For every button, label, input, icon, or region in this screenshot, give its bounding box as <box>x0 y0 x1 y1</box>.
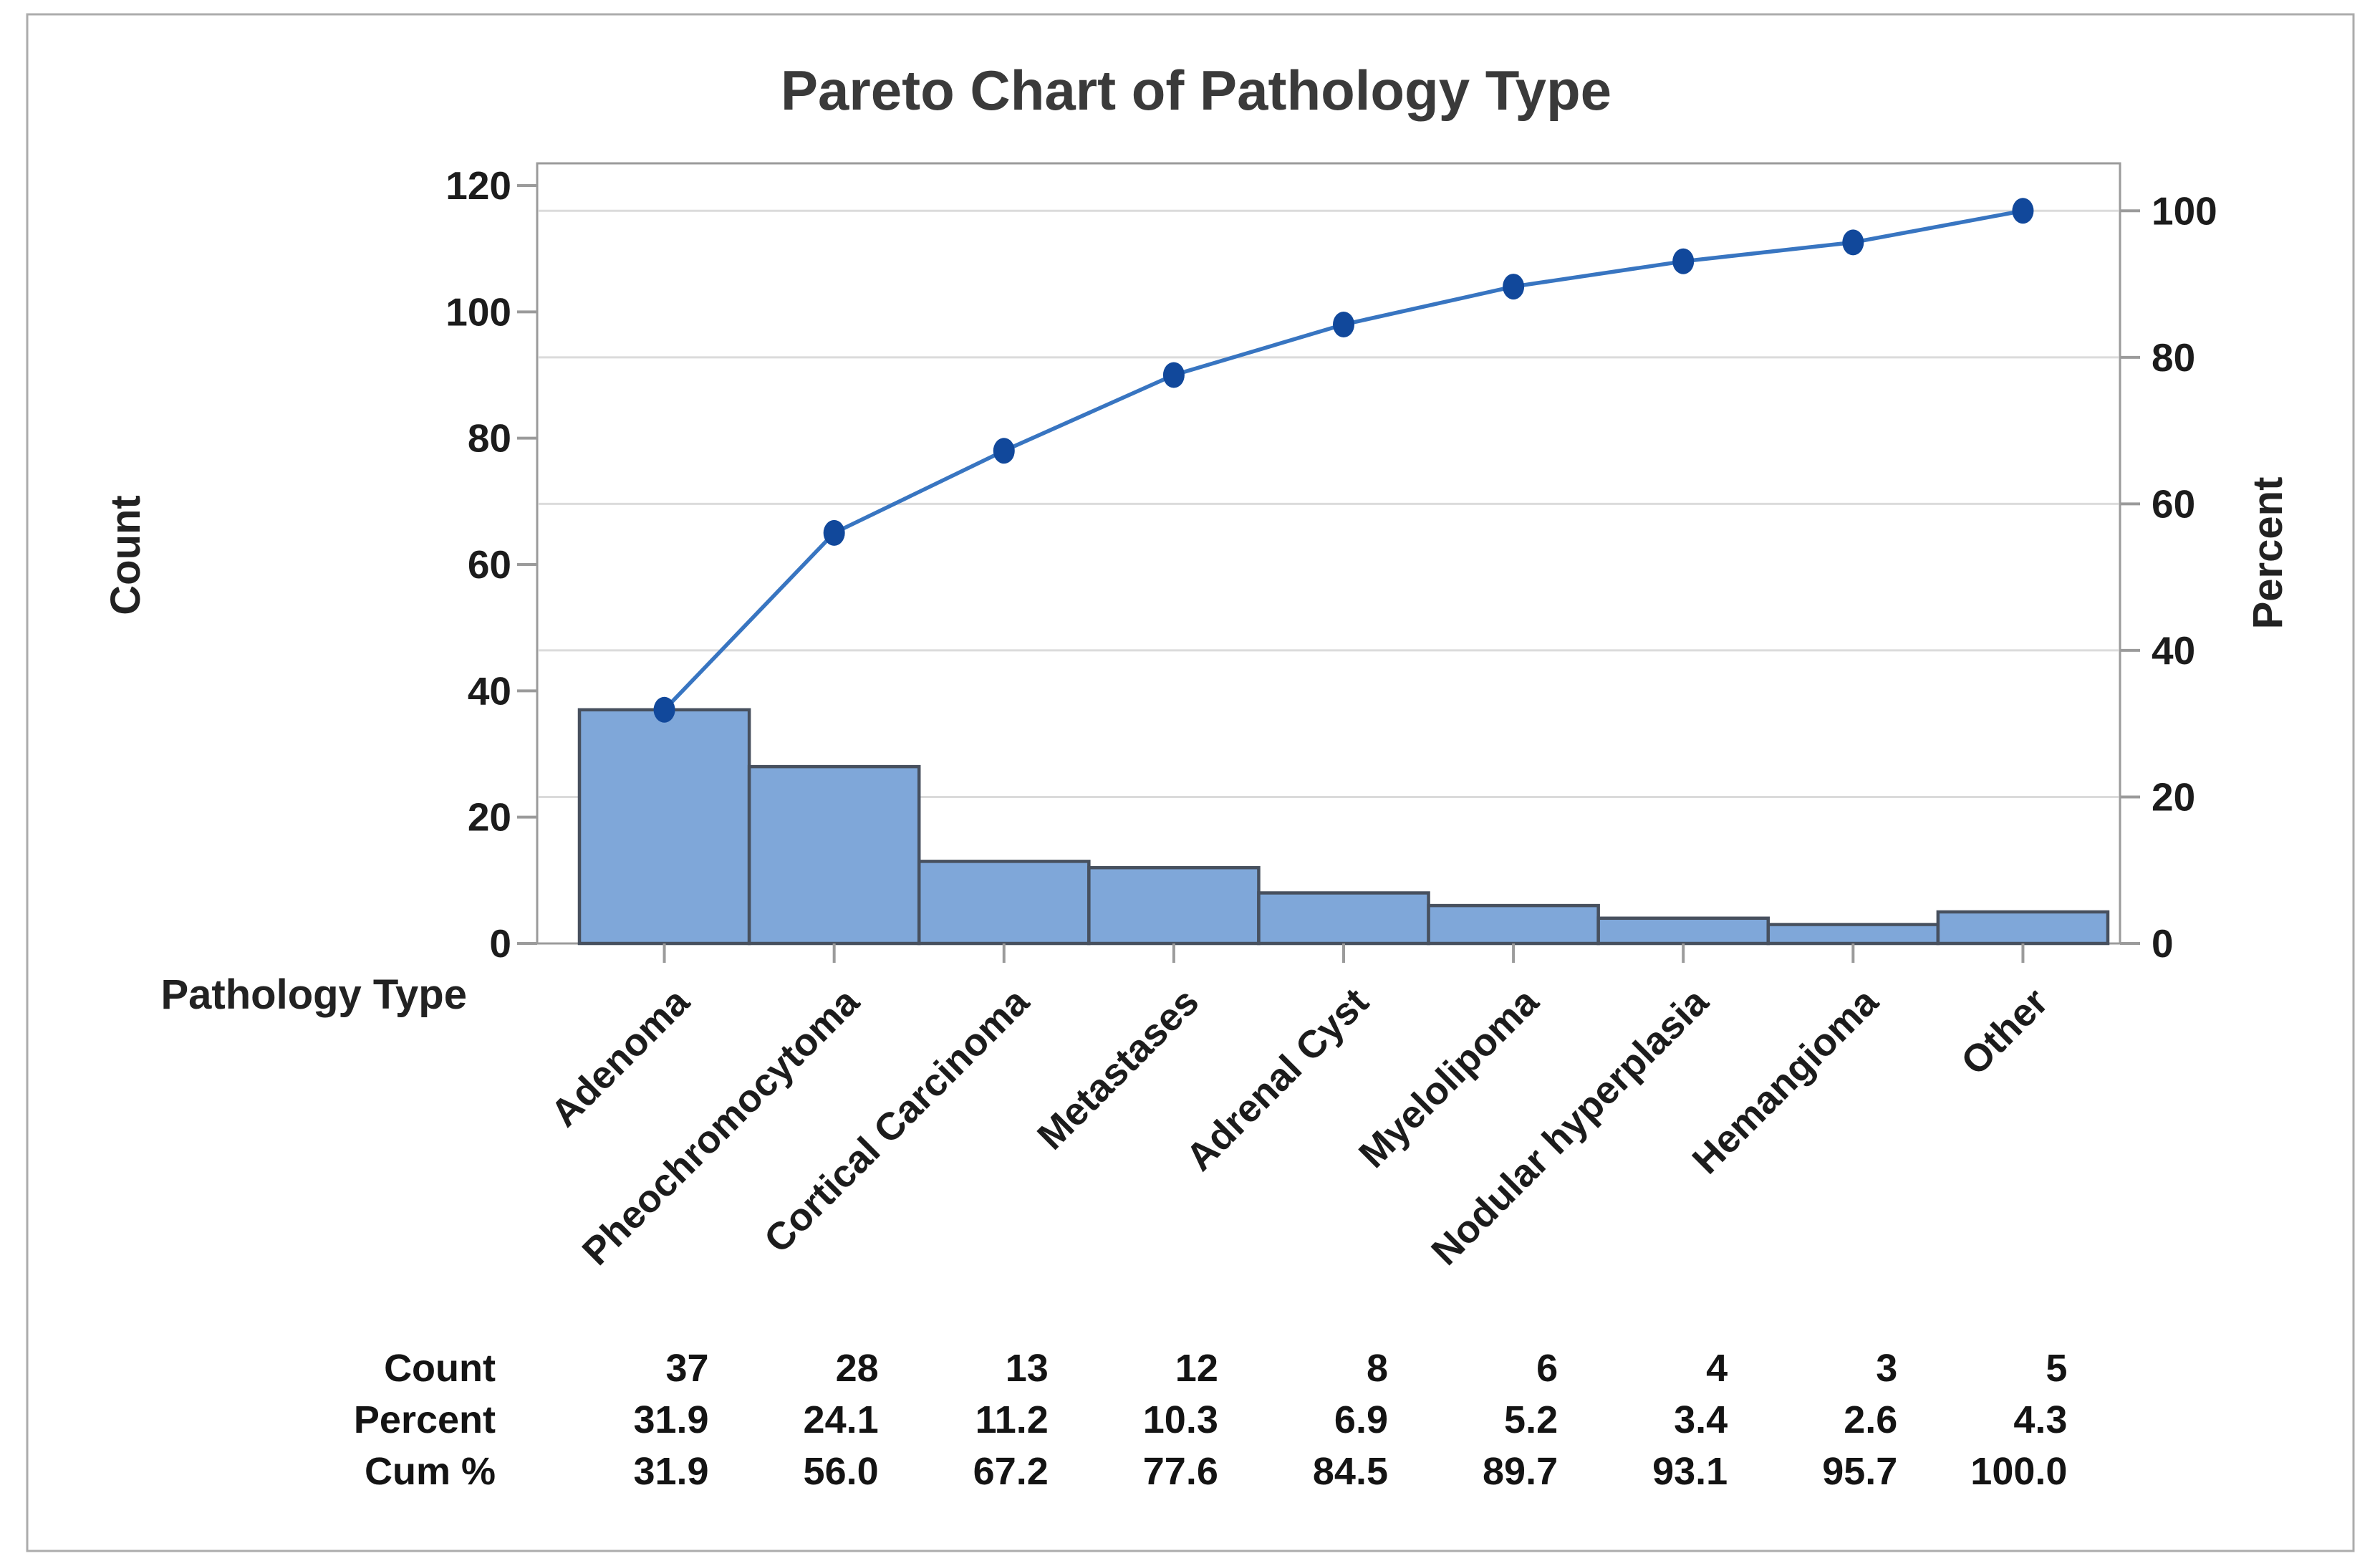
table-cell-value: 3 <box>1876 1347 1897 1390</box>
table-row-label: Count <box>384 1347 496 1390</box>
table-cell-value: 77.6 <box>1143 1450 1218 1493</box>
cumulative-point-4 <box>1162 362 1185 388</box>
table-cell-value: 95.7 <box>1822 1450 1897 1493</box>
pareto-bar-1 <box>577 708 751 946</box>
count-axis-tick-label: 120 <box>445 163 511 208</box>
count-axis-tick-label: 80 <box>468 416 511 461</box>
percent-axis-tick-label: 60 <box>2152 481 2195 526</box>
count-axis-tick-label: 0 <box>489 921 511 966</box>
count-axis-tick-label: 40 <box>468 668 511 713</box>
cumulative-point-5 <box>1333 311 1354 337</box>
table-cell-value: 28 <box>836 1347 879 1390</box>
table-cell-value: 37 <box>665 1347 708 1390</box>
count-axis-tick-label: 20 <box>468 795 511 840</box>
pareto-bar-4 <box>1087 865 1261 946</box>
pareto-bar-7 <box>1596 916 1770 946</box>
table-cell-value: 31.9 <box>633 1398 708 1441</box>
cumulative-point-2 <box>823 519 845 546</box>
percent-axis-tick-label: 20 <box>2152 774 2195 819</box>
table-cell-value: 11.2 <box>975 1398 1049 1441</box>
cumulative-point-9 <box>2012 198 2034 224</box>
table-cell-value: 2.6 <box>1844 1398 1897 1441</box>
table-cell-value: 6 <box>1536 1347 1558 1390</box>
pareto-bar-6 <box>1427 903 1600 946</box>
table-cell-value: 93.1 <box>1652 1450 1728 1493</box>
table-cell-value: 5 <box>2046 1347 2067 1390</box>
percent-axis-title: Percent <box>2245 477 2291 630</box>
percent-axis-tick-label: 40 <box>2152 628 2195 673</box>
pareto-bar-9 <box>1936 910 2110 946</box>
count-axis-tick-label: 100 <box>445 289 511 334</box>
percent-axis-tick-label: 100 <box>2152 188 2217 233</box>
table-cell-value: 84.5 <box>1313 1450 1388 1493</box>
percent-axis-tick-label: 80 <box>2152 335 2195 380</box>
table-cell-value: 8 <box>1367 1347 1388 1390</box>
count-axis-title: Count <box>102 495 149 615</box>
pareto-bar-3 <box>917 860 1091 946</box>
pathology-type-axis-title: Pathology Type <box>160 971 467 1018</box>
table-cell-value: 6.9 <box>1334 1398 1388 1441</box>
table-cell-value: 5.2 <box>1504 1398 1558 1441</box>
table-cell-value: 100.0 <box>1970 1450 2067 1493</box>
table-cell-value: 10.3 <box>1143 1398 1218 1441</box>
table-cell-value: 3.4 <box>1674 1398 1728 1441</box>
pareto-bar-8 <box>1766 923 1940 946</box>
count-axis-tick-label: 60 <box>468 542 511 587</box>
cumulative-point-6 <box>1503 274 1525 300</box>
table-cell-value: 56.0 <box>804 1450 879 1493</box>
percent-axis-tick-label: 0 <box>2152 921 2174 966</box>
table-row-label: Percent <box>354 1398 496 1441</box>
figure-border <box>26 13 2355 1552</box>
cumulative-point-8 <box>1842 229 1864 256</box>
chart-title: Pareto Chart of Pathology Type <box>781 59 1611 122</box>
table-cell-value: 4.3 <box>2013 1398 2067 1441</box>
table-cell-value: 89.7 <box>1483 1450 1558 1493</box>
table-cell-value: 67.2 <box>973 1450 1049 1493</box>
pareto-bar-2 <box>747 764 921 946</box>
cumulative-point-7 <box>1672 248 1695 274</box>
cumulative-point-1 <box>653 696 675 723</box>
table-cell-value: 13 <box>1006 1347 1049 1390</box>
table-cell-value: 4 <box>1706 1347 1728 1390</box>
table-cell-value: 12 <box>1175 1347 1218 1390</box>
table-cell-value: 31.9 <box>633 1450 708 1493</box>
summary-table: Count 37 28 13 12 8 6 4 3 5 Percent 31.9 24.1 11.2 10.… <box>354 1347 2068 1493</box>
table-row-label: Cum % <box>365 1450 496 1493</box>
cumulative-point-3 <box>993 438 1015 464</box>
table-cell-value: 24.1 <box>804 1398 879 1441</box>
pareto-bar-5 <box>1257 891 1430 946</box>
